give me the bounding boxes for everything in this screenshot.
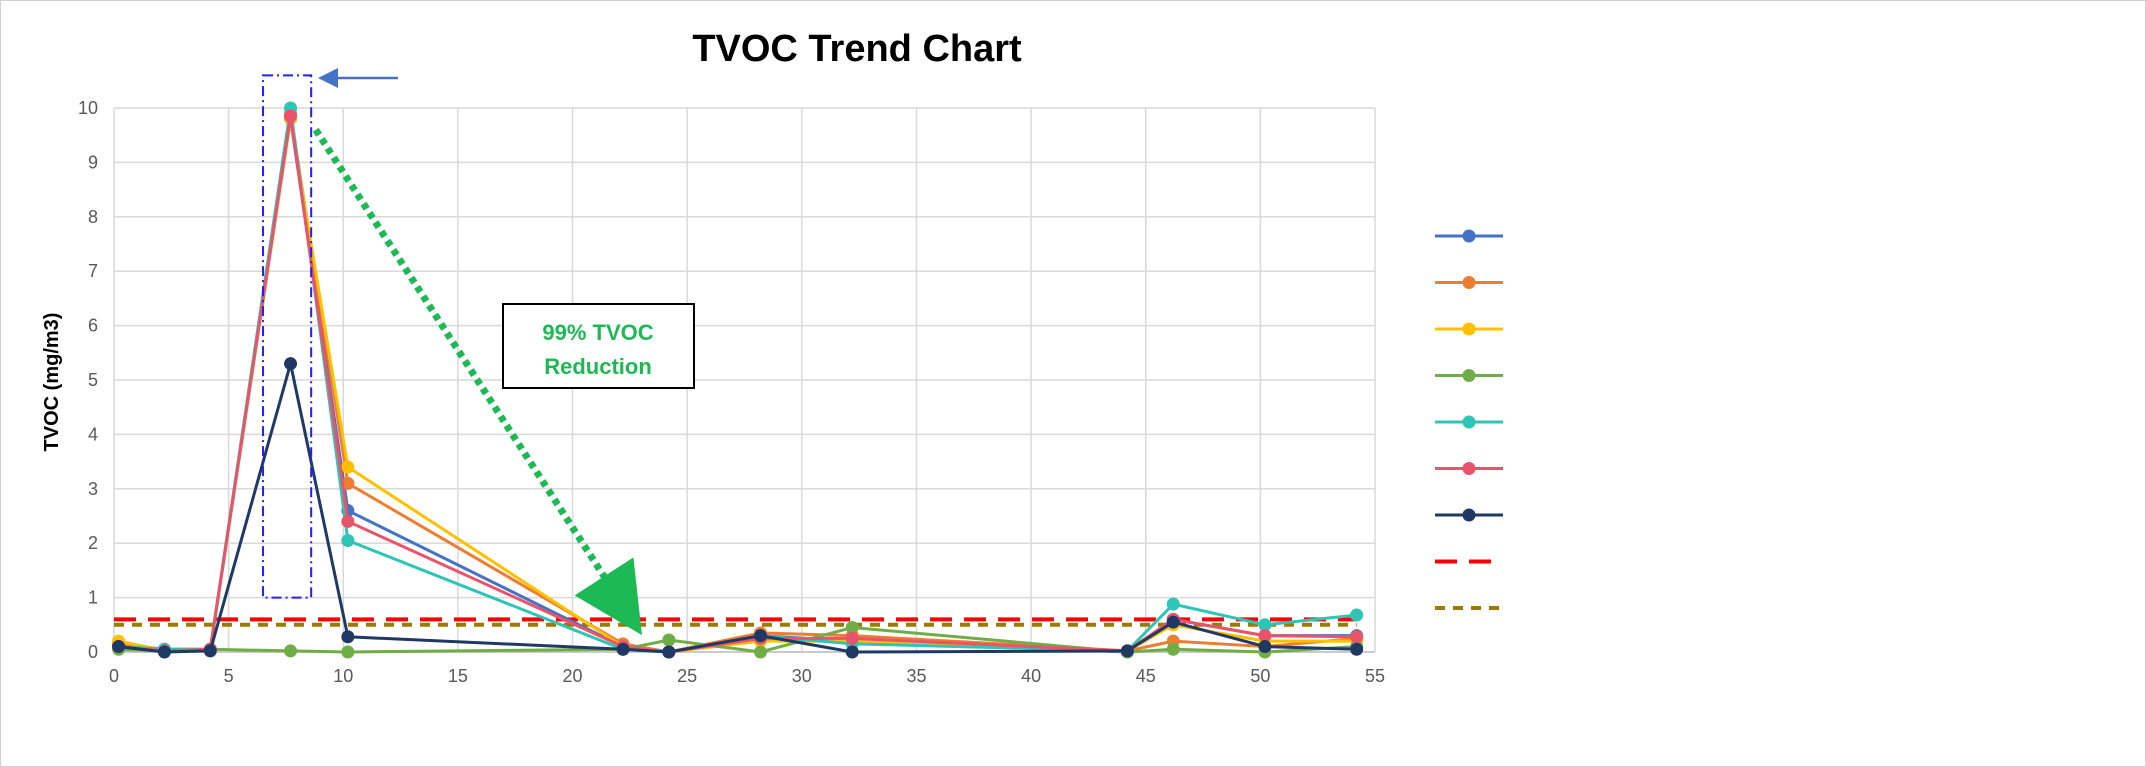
x-tick-label-4: 20 bbox=[563, 666, 583, 686]
y-axis-label: TVOC (mg/m3) bbox=[41, 313, 63, 452]
x-tick-labels: 0 5 10 15 20 25 30 35 40 45 50 55 bbox=[109, 666, 1385, 686]
point-s3-7 bbox=[754, 645, 768, 659]
point-s6-11 bbox=[1258, 640, 1272, 654]
y-tick-label-10: 10 bbox=[78, 98, 98, 118]
grid bbox=[113, 107, 1376, 653]
point-s6-1 bbox=[157, 645, 171, 659]
y-tick-label-7: 7 bbox=[88, 261, 98, 281]
y-tick-label-1: 1 bbox=[88, 588, 98, 608]
y-tick-label-6: 6 bbox=[88, 316, 98, 336]
point-s5-11 bbox=[1258, 629, 1272, 643]
point-s3-4 bbox=[341, 645, 355, 659]
series-0 bbox=[112, 112, 1364, 659]
legend-marker-6 bbox=[1462, 508, 1476, 522]
y-tick-label-5: 5 bbox=[88, 370, 98, 390]
point-s4-10 bbox=[1166, 597, 1180, 611]
point-s6-3 bbox=[284, 357, 298, 371]
legend-marker-5 bbox=[1462, 462, 1476, 475]
y-tick-label-0: 0 bbox=[88, 642, 98, 662]
x-tick-label-5: 25 bbox=[677, 666, 697, 686]
x-tick-label-6: 30 bbox=[792, 666, 812, 686]
legend bbox=[1435, 229, 1503, 610]
point-s6-9 bbox=[1120, 644, 1134, 658]
point-s6-5 bbox=[616, 642, 630, 656]
point-s5-8 bbox=[845, 631, 859, 645]
x-tick-label-11: 55 bbox=[1365, 666, 1385, 686]
legend-marker-3 bbox=[1462, 369, 1476, 382]
reduction-text-line-2: Reduction bbox=[544, 354, 652, 379]
legend-marker-4 bbox=[1462, 415, 1476, 429]
point-s6-2 bbox=[203, 644, 217, 658]
reduction-text-line-1: 99% TVOC bbox=[542, 320, 653, 345]
point-s2-4 bbox=[341, 460, 355, 474]
point-s4-4 bbox=[341, 533, 355, 547]
x-tick-label-8: 40 bbox=[1021, 666, 1041, 686]
x-tick-label-2: 10 bbox=[333, 666, 353, 686]
annotations: 99% TVOC Reduction bbox=[262, 68, 695, 636]
y-tick-label-4: 4 bbox=[88, 424, 98, 444]
peak-highlight-box bbox=[262, 74, 313, 599]
y-tick-label-9: 9 bbox=[88, 152, 98, 172]
point-s6-0 bbox=[112, 640, 126, 654]
x-tick-label-0: 0 bbox=[109, 666, 119, 686]
reduction-text-box bbox=[502, 303, 695, 389]
y-tick-labels: 0 1 2 3 4 5 6 7 8 9 10 bbox=[78, 98, 98, 662]
y-tick-label-2: 2 bbox=[88, 533, 98, 553]
point-s5-4 bbox=[341, 514, 355, 528]
x-tick-label-7: 35 bbox=[906, 666, 926, 686]
legend-marker-1 bbox=[1462, 276, 1476, 289]
series-6 bbox=[112, 357, 1364, 659]
point-s6-10 bbox=[1166, 615, 1180, 629]
chart-title: TVOC Trend Chart bbox=[692, 28, 1022, 70]
x-tick-label-9: 45 bbox=[1136, 666, 1156, 686]
legend-marker-2 bbox=[1462, 322, 1476, 336]
point-s6-12 bbox=[1350, 642, 1364, 656]
point-s5-3 bbox=[284, 109, 298, 123]
reference-lines bbox=[114, 617, 1357, 627]
point-s4-12 bbox=[1350, 608, 1364, 622]
point-s4-11 bbox=[1258, 618, 1272, 632]
series-2 bbox=[112, 112, 1364, 659]
point-s3-3 bbox=[284, 644, 298, 658]
point-s6-4 bbox=[341, 630, 355, 644]
series-line-2 bbox=[118, 117, 1357, 654]
point-s6-8 bbox=[845, 645, 859, 659]
point-s1-4 bbox=[341, 476, 355, 490]
x-tick-label-3: 15 bbox=[448, 666, 468, 686]
series-group bbox=[112, 101, 1364, 659]
point-s5-12 bbox=[1350, 630, 1364, 644]
x-tick-label-1: 5 bbox=[224, 666, 234, 686]
point-s6-6 bbox=[662, 645, 676, 659]
legend-marker-0 bbox=[1462, 229, 1476, 243]
point-s3-6 bbox=[662, 633, 676, 647]
point-s3-10 bbox=[1166, 642, 1180, 656]
y-tick-label-3: 3 bbox=[88, 479, 98, 499]
y-tick-label-8: 8 bbox=[88, 207, 98, 227]
x-tick-label-10: 50 bbox=[1250, 666, 1270, 686]
point-s3-8 bbox=[845, 621, 859, 635]
point-s6-7 bbox=[754, 629, 768, 643]
